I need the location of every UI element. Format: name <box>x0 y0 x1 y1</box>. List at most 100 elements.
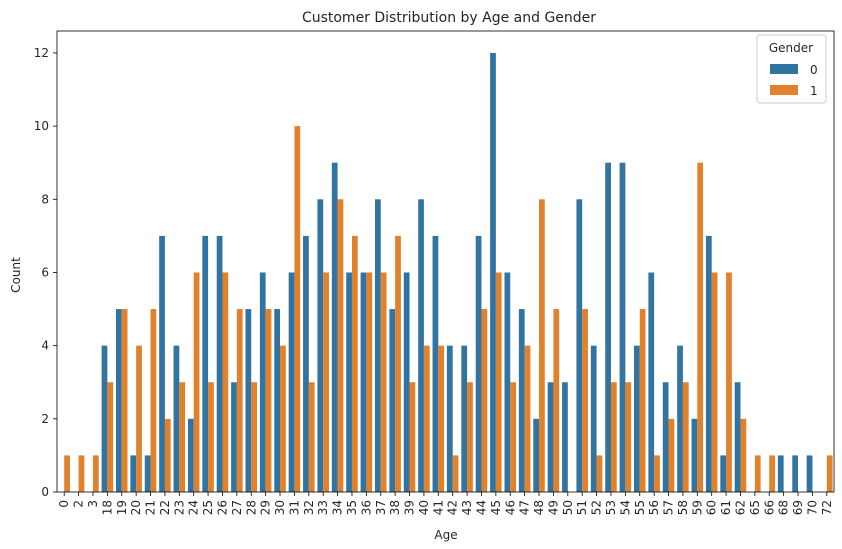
x-tick-label-49: 49 <box>546 500 560 515</box>
bar-series-0-age-33 <box>317 199 324 493</box>
bar-series-0-age-30 <box>274 309 281 492</box>
y-tick-label-8: 8 <box>41 192 49 206</box>
x-tick-label-23: 23 <box>172 500 186 515</box>
x-tick-label-68: 68 <box>777 500 791 515</box>
bar-series-0-age-51 <box>576 199 583 493</box>
bar-series-1-age-19 <box>121 309 128 492</box>
bar-series-1-age-62 <box>740 418 747 492</box>
x-tick-label-56: 56 <box>647 500 661 515</box>
bar-series-0-age-68 <box>777 455 784 492</box>
bar-series-1-age-31 <box>294 126 301 492</box>
bar-series-1-age-57 <box>668 418 675 492</box>
bar-series-1-age-54 <box>625 382 632 492</box>
bar-series-1-age-35 <box>351 235 358 492</box>
bar-series-1-age-25 <box>208 382 214 492</box>
bar-series-1-age-51 <box>582 309 588 492</box>
x-tick-label-53: 53 <box>604 500 618 515</box>
y-tick-label-10: 10 <box>34 119 49 133</box>
bar-series-1-age-66 <box>769 455 776 492</box>
x-tick-label-66: 66 <box>762 500 776 515</box>
bar-series-0-age-59 <box>691 418 698 492</box>
bar-series-1-age-30 <box>280 345 286 492</box>
bar-series-0-age-25 <box>202 235 209 492</box>
bar-series-1-age-33 <box>323 272 329 492</box>
bar-series-1-age-48 <box>539 199 545 493</box>
bar-series-0-age-26 <box>216 235 223 492</box>
x-tick-label-40: 40 <box>417 500 431 515</box>
y-tick-label-12: 12 <box>34 46 49 60</box>
x-tick-label-41: 41 <box>431 500 445 515</box>
bar-series-0-age-60 <box>705 235 712 492</box>
legend-swatch-series-0 <box>770 64 798 74</box>
bar-series-0-age-47 <box>518 309 525 492</box>
legend-label-series-0: 0 <box>810 63 818 77</box>
bar-series-0-age-53 <box>605 162 611 492</box>
bar-series-0-age-38 <box>389 309 396 492</box>
legend-swatch-series-1 <box>770 85 798 95</box>
legend: Gender 0 1 <box>756 34 827 104</box>
bar-series-0-age-52 <box>590 345 597 492</box>
bar-series-1-age-36 <box>366 272 373 492</box>
x-tick-label-57: 57 <box>662 500 676 515</box>
x-tick-label-19: 19 <box>115 500 129 515</box>
x-tick-label-20: 20 <box>129 500 143 515</box>
bar-series-1-age-47 <box>524 345 531 492</box>
x-tick-label-24: 24 <box>187 500 201 515</box>
x-tick-label-46: 46 <box>503 500 517 515</box>
bar-series-1-age-72 <box>826 455 833 492</box>
bar-series-1-age-27 <box>236 309 243 492</box>
bar-series-1-age-52 <box>596 455 603 492</box>
bar-series-1-age-65 <box>754 455 761 492</box>
bar-series-0-age-27 <box>231 382 237 492</box>
bar-series-0-age-55 <box>633 345 640 492</box>
bar-series-1-age-39 <box>409 382 416 492</box>
x-tick-label-30: 30 <box>273 500 287 515</box>
x-tick-label-22: 22 <box>158 500 172 515</box>
x-tick-label-62: 62 <box>733 500 747 515</box>
bar-series-0-age-24 <box>187 418 194 492</box>
x-tick-label-69: 69 <box>791 500 805 515</box>
bar-series-0-age-34 <box>331 162 338 492</box>
bar-series-0-age-20 <box>130 455 137 492</box>
x-tick-label-33: 33 <box>316 500 330 515</box>
bar-series-0-age-23 <box>173 345 180 492</box>
bar-series-1-age-55 <box>639 309 646 492</box>
x-tick-label-42: 42 <box>446 500 460 515</box>
x-tick-label-36: 36 <box>359 500 373 515</box>
x-tick-label-52: 52 <box>590 500 604 515</box>
x-tick-label-29: 29 <box>259 500 273 515</box>
bar-series-0-age-56 <box>648 272 655 492</box>
x-tick-label-59: 59 <box>690 500 704 515</box>
bar-series-0-age-18 <box>101 345 108 492</box>
bar-series-1-age-49 <box>553 309 560 492</box>
bar-series-0-age-69 <box>792 455 799 492</box>
bar-series-1-age-34 <box>337 199 344 493</box>
x-tick-label-21: 21 <box>144 500 158 515</box>
bar-series-0-age-70 <box>806 455 813 492</box>
bar-series-1-age-24 <box>193 272 200 492</box>
bar-series-1-age-26 <box>222 272 229 492</box>
bar-series-0-age-32 <box>303 235 309 492</box>
bar-series-1-age-18 <box>107 382 114 492</box>
x-tick-label-18: 18 <box>100 500 114 515</box>
bar-series-1-age-0 <box>64 455 70 492</box>
legend-label-series-1: 1 <box>810 84 818 98</box>
x-axis-label: Age <box>434 528 457 542</box>
x-tick-label-50: 50 <box>561 500 575 515</box>
bar-series-0-age-19 <box>115 309 122 492</box>
bar-series-1-age-37 <box>380 272 387 492</box>
bar-series-0-age-44 <box>475 235 482 492</box>
x-tick-label-3: 3 <box>86 500 100 508</box>
x-tick-label-31: 31 <box>287 500 301 515</box>
bar-series-1-age-23 <box>179 382 186 492</box>
bar-series-0-age-21 <box>144 455 151 492</box>
bar-series-0-age-35 <box>346 272 352 492</box>
bar-series-0-age-45 <box>490 52 496 492</box>
bar-series-0-age-37 <box>374 199 381 493</box>
bar-series-1-age-43 <box>467 382 473 492</box>
bar-series-1-age-61 <box>726 272 732 492</box>
bar-series-1-age-32 <box>308 382 315 492</box>
bar-series-0-age-49 <box>547 382 554 492</box>
bar-series-0-age-62 <box>734 382 741 492</box>
